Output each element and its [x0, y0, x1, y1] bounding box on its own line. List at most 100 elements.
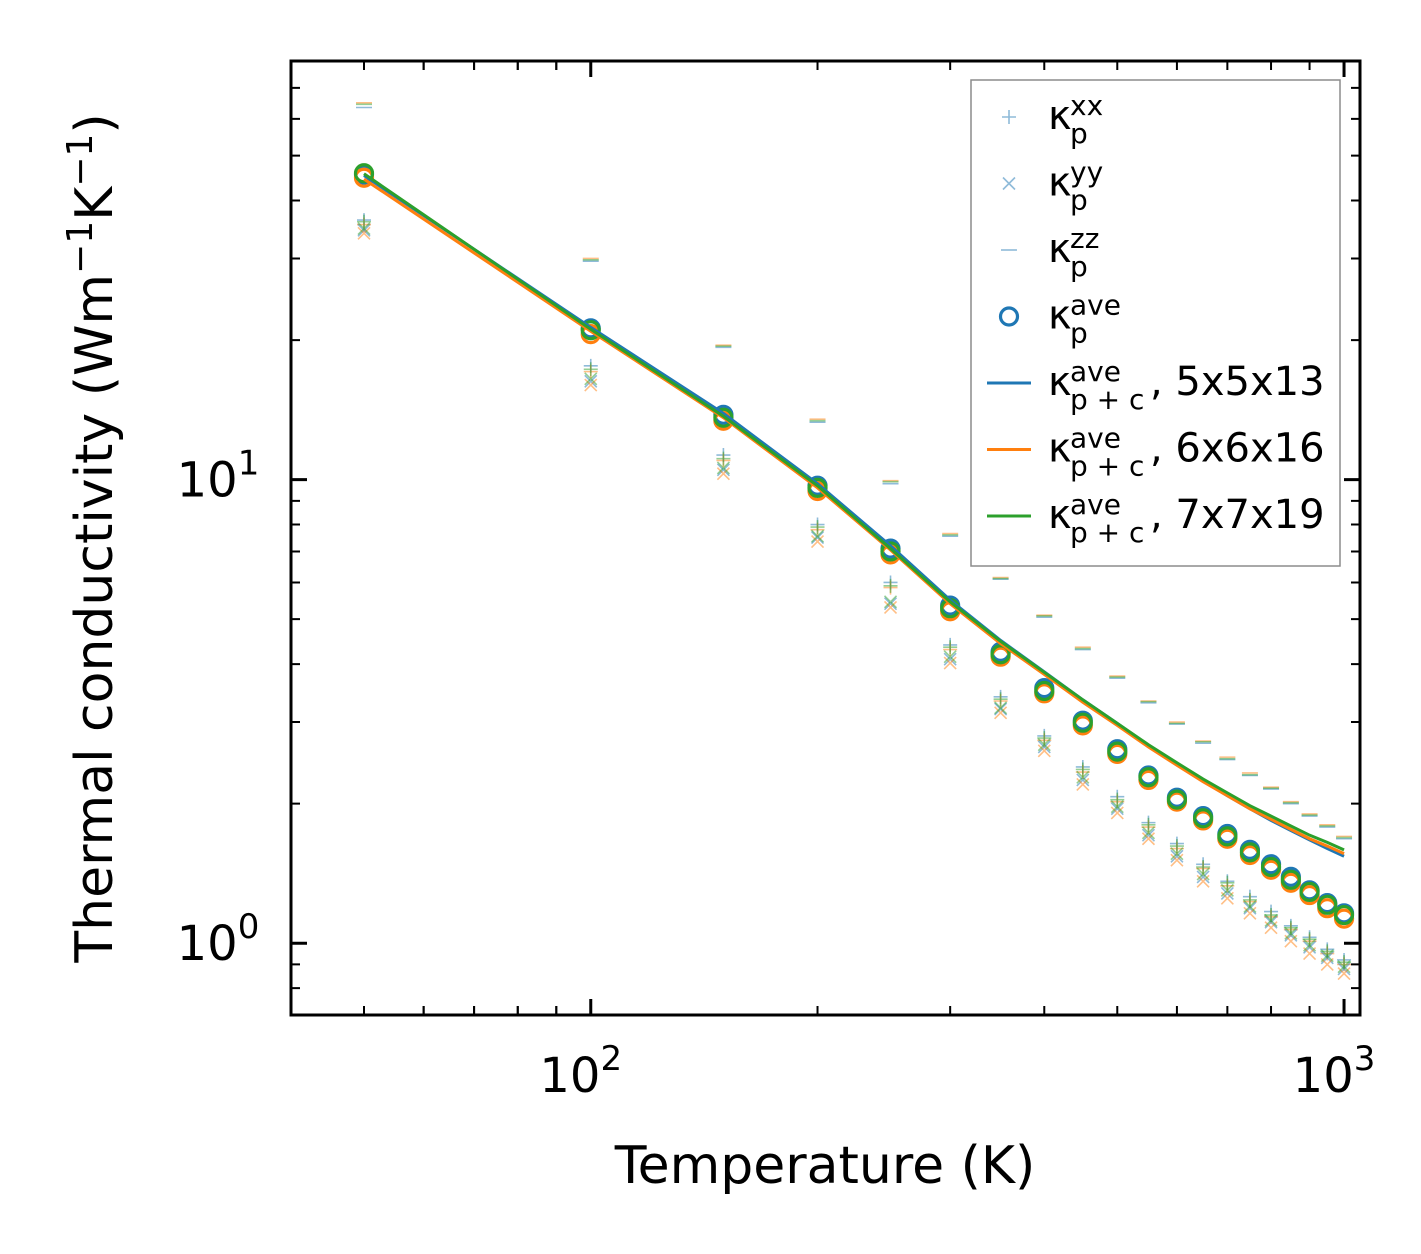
yy-point	[1170, 849, 1184, 863]
legend-entry: κave p + c, 5x5x13	[987, 355, 1325, 416]
xx-point	[716, 451, 731, 466]
ave-point	[1034, 680, 1055, 702]
legend-entry: κave p + c, 7x7x19	[987, 488, 1325, 549]
yy-point	[1170, 853, 1184, 867]
ave-point	[880, 541, 901, 562]
xx-point	[1302, 932, 1317, 947]
legend-suffix: , 7x7x19	[1150, 492, 1325, 538]
yy-point	[1110, 806, 1124, 820]
legend-symbol: κ	[1048, 359, 1072, 405]
yy-point	[357, 226, 371, 240]
y-axis-label-main: Thermal conductivity (Wm	[65, 274, 125, 964]
y-axis-label: Thermal conductivity (Wm−1K−1)	[60, 113, 125, 963]
x-tick-label-exp: 2	[600, 1039, 622, 1079]
y-tick-label: 101	[177, 444, 260, 509]
ave-point	[1280, 869, 1301, 890]
legend-symbol: κ	[1048, 426, 1072, 472]
ave-point	[1166, 789, 1188, 810]
legend-sub: p	[1070, 250, 1088, 283]
yy-point	[1264, 913, 1278, 927]
yy-point	[1320, 949, 1334, 963]
legend-label: κave p	[1048, 289, 1121, 350]
x-tick-label-base: 10	[539, 1048, 600, 1104]
ave-point	[353, 163, 375, 184]
line-series-7x7x19	[363, 172, 1345, 852]
yy-point	[1076, 770, 1090, 784]
xx-point	[357, 214, 371, 229]
xx-point	[1242, 892, 1257, 907]
legend-sub: p + c	[1070, 516, 1144, 549]
y-tick-label-base: 10	[177, 916, 238, 972]
xx-point	[1075, 762, 1090, 777]
yy-point	[1284, 926, 1298, 940]
xx-point	[1037, 731, 1052, 746]
yy-point	[1337, 962, 1351, 976]
ave-point	[990, 644, 1011, 665]
legend-label: κyy p	[1048, 156, 1103, 217]
yy-point	[810, 535, 825, 549]
yy-point	[1196, 870, 1210, 884]
yy-point	[1284, 928, 1298, 942]
yy-point	[584, 378, 598, 392]
legend-sup: ave	[1070, 355, 1121, 388]
yy-point	[1141, 826, 1156, 840]
yy-point	[1037, 744, 1051, 758]
legend-sup: zz	[1070, 222, 1099, 255]
xx-point	[1220, 875, 1235, 890]
yy-point	[1037, 738, 1051, 752]
yy-point	[943, 652, 957, 666]
yy-point	[1243, 899, 1257, 914]
y-tick-label-exp: 1	[238, 444, 260, 484]
legend-sub: p	[1070, 117, 1088, 150]
x-axis-label: Temperature (K)	[614, 1136, 1036, 1196]
x-tick-label: 103	[1293, 1039, 1376, 1104]
yy-point	[1337, 960, 1351, 974]
legend-cross-marker	[1002, 176, 1016, 191]
ave-point	[1138, 767, 1159, 788]
legend-sup: ave	[1070, 422, 1121, 455]
yy-point	[1220, 886, 1234, 901]
yy-point	[883, 595, 898, 609]
xx-point	[583, 362, 598, 377]
xx-point	[883, 578, 898, 593]
legend-sub: p + c	[1070, 383, 1144, 416]
ave-point	[1193, 808, 1214, 829]
legend-circle-marker	[998, 306, 1020, 327]
yy-point	[994, 702, 1008, 716]
legend-entry: κyy p	[1002, 156, 1103, 217]
x-tick-label-exp: 3	[1354, 1039, 1376, 1079]
ave-point	[1317, 894, 1338, 915]
yy-point	[1243, 901, 1257, 915]
legend-plus-marker	[1002, 110, 1016, 124]
yy-point	[1220, 883, 1234, 897]
legend-suffix: , 6x6x16	[1150, 426, 1325, 472]
legend-symbol: κ	[1048, 226, 1072, 272]
yy-point	[1196, 867, 1210, 881]
xx-point	[1141, 817, 1156, 832]
ave-point	[1072, 712, 1093, 733]
yy-point	[1303, 940, 1317, 954]
yy-point	[1110, 800, 1124, 814]
legend-sub: p	[1070, 184, 1088, 217]
x-tick-label: 102	[539, 1039, 622, 1104]
plot-area	[353, 102, 1355, 981]
yy-point	[1141, 832, 1156, 846]
y-axis-label-unit: K	[65, 185, 125, 221]
legend-entry: κzz p	[1001, 222, 1099, 283]
ave-point	[580, 320, 601, 341]
legend-sup: yy	[1070, 156, 1103, 189]
y-tick-label-base: 10	[177, 453, 238, 509]
ave-point	[1299, 881, 1320, 903]
yy-point	[357, 223, 371, 237]
legend-label: κzz p	[1048, 222, 1099, 283]
legend-entry: κave p + c, 6x6x16	[987, 422, 1325, 483]
xx-point	[993, 692, 1008, 707]
y-axis-label-exp1: −1	[60, 221, 101, 274]
legend-symbol: κ	[1048, 93, 1072, 139]
legend-symbol: κ	[1048, 293, 1072, 339]
legend-sup: ave	[1070, 488, 1121, 521]
legend-sub: p	[1070, 317, 1088, 350]
y-tick-label: 100	[177, 907, 260, 972]
yy-point	[584, 372, 598, 386]
